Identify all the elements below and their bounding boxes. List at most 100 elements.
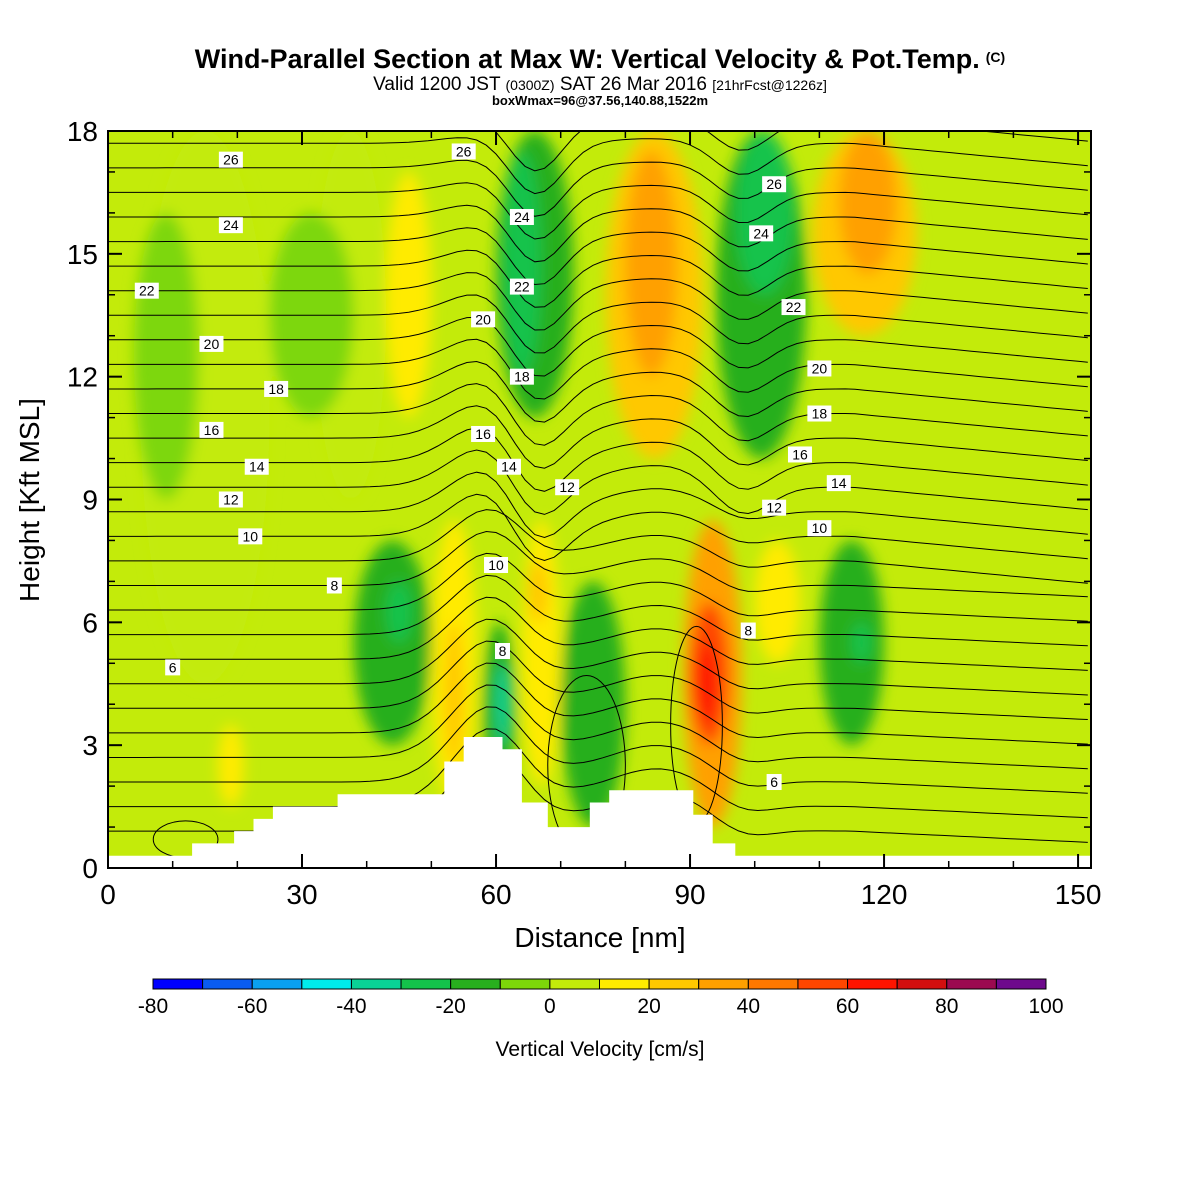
- theta-label-0: 26: [218, 151, 243, 168]
- velocity-cell-26: [819, 540, 885, 746]
- x-tick-label: 60: [480, 879, 511, 910]
- chart-title: Wind-Parallel Section at Max W: Vertical…: [0, 44, 1200, 75]
- theta-contour-10: [108, 530, 1088, 598]
- y-tick-label: 15: [67, 239, 98, 270]
- theta-label-29: 10: [807, 520, 832, 537]
- theta-label-1: 24: [218, 217, 243, 234]
- theta-label-text: 14: [831, 475, 847, 491]
- theta-label-text: 10: [242, 528, 258, 544]
- theta-contour-13: [108, 471, 1088, 539]
- theta-label-15: 18: [509, 368, 534, 385]
- theta-label-9: 8: [326, 577, 342, 594]
- terrain-profile: [108, 737, 1091, 868]
- theta-label-text: 18: [812, 406, 828, 422]
- x-axis-title: Distance [nm]: [514, 922, 686, 953]
- theta-label-text: 10: [488, 557, 504, 573]
- colorbar-tick-label: 100: [1028, 995, 1063, 1018]
- theta-label-text: 22: [514, 279, 530, 295]
- colorbar-segment-4: [350, 978, 402, 990]
- velocity-cell-18: [496, 663, 509, 746]
- colorbar-segment-8: [549, 978, 601, 990]
- x-tick-label: 30: [286, 879, 317, 910]
- theta-contour-27: [108, 159, 1088, 217]
- theta-contour-11: [108, 509, 1088, 584]
- theta-label-28: 12: [762, 499, 787, 516]
- y-tick-label: 18: [67, 116, 98, 147]
- y-tick-label: 3: [82, 730, 98, 761]
- theta-contour-5: [108, 640, 1088, 720]
- theta-contour-25: [108, 204, 1088, 263]
- theta-label-26: 16: [787, 446, 812, 463]
- theta-contour-21: [108, 294, 1088, 354]
- theta-label-text: 24: [514, 209, 530, 225]
- colorbar-segment-6: [450, 978, 501, 990]
- theta-label-text: 16: [792, 446, 808, 462]
- theta-label-text: 8: [744, 623, 752, 639]
- theta-contour-28: [108, 137, 1088, 195]
- theta-label-text: 12: [223, 492, 239, 508]
- theta-label-22: 24: [749, 225, 774, 242]
- theta-label-text: 6: [770, 774, 778, 790]
- colorbar-segment-13: [797, 978, 849, 990]
- theta-contour-15: [108, 427, 1088, 492]
- copyright-mark: (C): [985, 49, 1006, 65]
- theta-contour-17: [108, 383, 1088, 446]
- theta-label-18: 12: [555, 479, 580, 496]
- theta-label-text: 22: [139, 283, 155, 299]
- y-tick-label: 9: [82, 485, 98, 516]
- theta-label-text: 26: [456, 143, 472, 159]
- forecast-tag: [21hrFcst@1226z]: [712, 77, 827, 93]
- theta-contour-8: [108, 574, 1088, 647]
- colorbar-segment-12: [747, 978, 799, 990]
- theta-contour-1: [108, 728, 1088, 819]
- velocity-cell-14: [386, 581, 412, 643]
- velocity-cell-16: [444, 622, 464, 766]
- colorbar-segment-7: [499, 978, 551, 990]
- theta-label-25: 18: [807, 405, 832, 422]
- theta-label-31: 6: [766, 774, 782, 791]
- theta-label-text: 18: [514, 369, 530, 385]
- colorbar-segment-11: [698, 978, 749, 990]
- colorbar-segment-3: [301, 978, 352, 990]
- velocity-cell-6: [502, 151, 542, 377]
- velocity-cell-12: [838, 131, 897, 275]
- theta-label-11: 26: [451, 143, 476, 160]
- colorbar-segment-9: [599, 978, 650, 990]
- x-tick-label: 0: [100, 879, 116, 910]
- velocity-cell-27: [851, 622, 872, 664]
- theta-contour-9: [108, 552, 1088, 622]
- theta-label-text: 24: [223, 217, 239, 233]
- theta-label-21: 26: [762, 176, 787, 193]
- chart-title-text: Wind-Parallel Section at Max W: Vertical…: [194, 44, 980, 74]
- chart-subtitle: Valid 1200 JST (0300Z) SAT 26 Mar 2016 […: [0, 74, 1200, 96]
- y-tick-label: 12: [67, 362, 98, 393]
- colorbar-segment-16: [946, 978, 997, 990]
- colorbar-tick-label: -20: [435, 995, 465, 1018]
- theta-label-17: 14: [496, 458, 521, 475]
- velocity-cell-28: [217, 724, 244, 807]
- theta-label-4: 18: [264, 380, 289, 397]
- theta-label-text: 6: [169, 659, 177, 675]
- axes: 0 30 60 90 120 150 0 3 6 9 12 15 18: [67, 116, 1102, 910]
- theta-contour-19: [108, 338, 1088, 400]
- x-tick-label: 120: [861, 879, 908, 910]
- theta-label-text: 16: [475, 426, 491, 442]
- theta-label-10: 6: [165, 659, 181, 676]
- velocity-cell-3: [133, 212, 199, 500]
- potential-temperature-contours: [108, 131, 1088, 859]
- theta-label-text: 26: [766, 176, 782, 192]
- theta-label-8: 10: [238, 528, 263, 545]
- contour-labels: 26 24 22 20 18 16 14 12 10 8 6 26 24 22 20 18 16 14 12 10 8 2…: [134, 143, 851, 791]
- theta-label-text: 20: [475, 311, 491, 327]
- velocity-cell-2: [386, 171, 432, 418]
- theta-label-text: 24: [753, 225, 769, 241]
- theta-contour-2: [108, 706, 1088, 794]
- theta-label-23: 22: [781, 299, 806, 316]
- theta-contour-20: [108, 316, 1088, 377]
- theta-label-20: 8: [494, 642, 510, 659]
- theta-contour-14: [108, 449, 1088, 515]
- velocity-cell-25: [754, 540, 800, 664]
- colorbar-tick-label: -40: [336, 995, 366, 1018]
- theta-label-6: 14: [244, 458, 269, 475]
